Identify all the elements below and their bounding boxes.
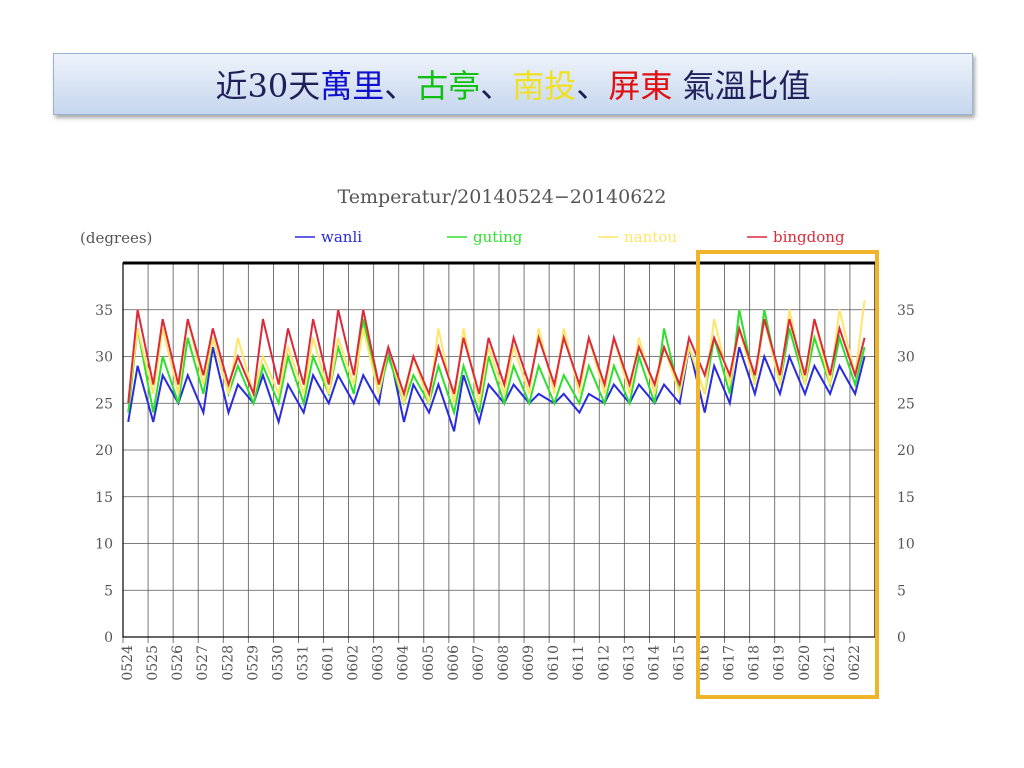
- title-part: 、: [480, 67, 513, 105]
- title-part: 氣溫比值: [672, 67, 811, 105]
- y-tick-label: 20: [95, 443, 113, 459]
- y-tick-label: 35: [95, 303, 113, 319]
- x-tick-label: 0610: [546, 645, 562, 681]
- chart-title: Temperatur/20140524−20140622: [338, 186, 667, 208]
- x-tick-label: 0605: [421, 645, 437, 681]
- x-tick-label: 0606: [446, 645, 462, 681]
- y-tick-label-right: 0: [897, 630, 906, 646]
- x-tick-label: 0611: [571, 645, 587, 681]
- x-tick-label: 0620: [797, 645, 813, 681]
- x-tick-label: 0615: [671, 645, 687, 681]
- x-tick-label: 0612: [596, 645, 612, 681]
- y-axis-label: (degrees): [80, 229, 152, 247]
- title-part: 屏東: [608, 67, 673, 105]
- x-tick-label: 0609: [521, 645, 537, 681]
- title-banner: 近30天 萬里、古亭、南投、屏東 氣溫比值: [53, 53, 973, 115]
- x-tick-label: 0529: [245, 645, 261, 681]
- x-tick-label: 0531: [295, 645, 311, 681]
- legend-label: bingdong: [773, 228, 845, 246]
- x-tick-label: 0614: [646, 645, 662, 681]
- y-tick-label-right: 25: [897, 396, 915, 412]
- title-part: 、: [576, 67, 609, 105]
- x-tick-label: 0622: [847, 645, 863, 681]
- x-tick-label: 0607: [471, 645, 487, 681]
- series-line: [127, 309, 866, 417]
- y-tick-label-right: 5: [897, 583, 906, 599]
- x-tick-label: 0604: [396, 645, 412, 681]
- highlight-box: [696, 250, 879, 699]
- y-tick-label-right: 10: [897, 537, 915, 553]
- x-tick-label: 0601: [321, 645, 337, 681]
- x-tick-label: 0528: [220, 645, 236, 681]
- x-tick-label: 0526: [170, 645, 186, 681]
- y-tick-label: 5: [104, 583, 113, 599]
- series-line: [127, 346, 866, 432]
- x-tick-label: 0618: [747, 645, 763, 681]
- y-tick-label-right: 35: [897, 303, 915, 319]
- series-line: [127, 309, 866, 404]
- x-tick-label: 0617: [722, 645, 738, 681]
- legend-label: guting: [473, 228, 523, 246]
- y-tick-label: 10: [95, 537, 113, 553]
- x-tick-label: 0613: [621, 645, 637, 681]
- x-tick-label: 0530: [270, 645, 286, 681]
- x-tick-label: 0525: [145, 645, 161, 681]
- y-tick-label: 30: [95, 350, 113, 366]
- y-tick-label: 15: [95, 490, 113, 506]
- title-part: 南投: [512, 67, 577, 105]
- x-tick-label: 0524: [120, 645, 136, 681]
- series-line: [127, 300, 866, 404]
- x-tick-label: 0602: [346, 645, 362, 681]
- y-tick-label-right: 20: [897, 443, 915, 459]
- y-tick-label: 25: [95, 396, 113, 412]
- title-part: 近30天: [215, 67, 321, 105]
- x-tick-label: 0616: [697, 645, 713, 681]
- plot: 0 0 5 5 10 10 15 15 20 20 25 25 30 30 35 35 0524 0525 0526…: [95, 261, 915, 681]
- x-tick-label: 0603: [371, 645, 387, 681]
- x-tick-label: 0619: [772, 645, 788, 681]
- x-tick-label: 0608: [496, 645, 512, 681]
- x-tick-label: 0621: [822, 645, 838, 681]
- y-tick-label-right: 30: [897, 350, 915, 366]
- title-part: 、: [384, 67, 417, 105]
- y-tick-label-right: 15: [897, 490, 915, 506]
- y-tick-label: 0: [104, 630, 113, 646]
- legend-label: wanli: [321, 228, 362, 246]
- title-part: 萬里: [320, 67, 385, 105]
- title-part: 古亭: [416, 67, 481, 105]
- x-tick-label: 0527: [195, 645, 211, 681]
- legend-label: nantou: [624, 228, 677, 246]
